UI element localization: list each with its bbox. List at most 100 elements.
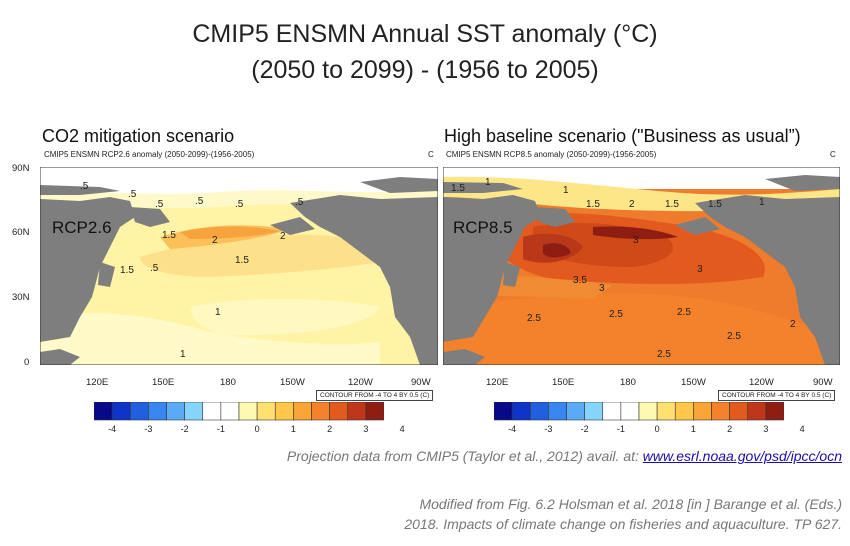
contour-label: 2 <box>790 319 796 330</box>
colorbar-swatch <box>238 402 258 421</box>
colorbar-swatch <box>94 402 113 421</box>
colorbar-tick-label: -4 <box>108 424 117 434</box>
colorbar-tick-label: 1 <box>290 424 296 434</box>
x-tick: 90W <box>813 377 833 388</box>
colorbar-tick-label: 4 <box>399 424 405 434</box>
x-tick: 150E <box>552 377 575 388</box>
y-tick: 0 <box>24 357 30 368</box>
colorbar-swatch <box>166 402 185 421</box>
colorbar-swatch <box>620 402 640 421</box>
colorbar-tick-label: 3 <box>763 424 769 434</box>
colorbar-swatch <box>347 402 367 421</box>
contour-label: .5 <box>155 199 164 210</box>
contour-label: 1 <box>485 177 491 188</box>
colorbar-tick-label: 2 <box>327 424 333 434</box>
x-tick: 180 <box>220 377 236 388</box>
y-tick: 60N <box>12 227 30 238</box>
contour-label: 1 <box>759 197 765 208</box>
colorbar-swatch <box>548 402 567 421</box>
colorbar-tick-label: 0 <box>254 424 260 434</box>
right-panel-heading: High baseline scenario ("Business as usu… <box>444 126 801 146</box>
contour-label: 3 <box>697 264 703 275</box>
left-scenario-label: RCP2.6 <box>52 218 112 237</box>
left-panel-subtitle: CMIP5 ENSMN RCP2.6 anomaly (2050-2099)-(… <box>44 150 255 159</box>
contour-label: 1.5 <box>586 199 600 210</box>
colorbar-swatch <box>566 402 585 421</box>
colorbar-tick-label: -3 <box>144 424 153 434</box>
contour-label: 1.5 <box>451 183 465 194</box>
contour-label: 2 <box>212 235 218 246</box>
colorbar-swatch <box>638 402 658 421</box>
colorbar-swatch <box>274 402 294 421</box>
x-tick: 90W <box>411 377 431 388</box>
colorbar-swatch <box>293 402 312 421</box>
contour-label: .5 <box>80 181 89 192</box>
colorbar-swatch <box>765 402 784 421</box>
colorbar-swatch <box>184 402 204 421</box>
contour-label: 2.5 <box>527 313 541 324</box>
y-tick: 30N <box>12 292 30 303</box>
contour-label: 2 <box>280 231 286 242</box>
x-tick: 180 <box>620 377 636 388</box>
x-tick: 150W <box>280 377 305 388</box>
colorbar-swatch <box>711 402 730 421</box>
contour-label: 1.5 <box>708 199 722 210</box>
colorbar-tick-label: -4 <box>508 424 517 434</box>
colorbar-swatch <box>602 402 622 421</box>
contour-label: 3 <box>599 283 605 294</box>
contour-label: .5 <box>150 263 159 274</box>
colorbar-swatch <box>129 402 149 421</box>
contour-label: 1.5 <box>120 265 134 276</box>
right-scenario-label: RCP8.5 <box>453 218 513 237</box>
colorbar-swatch <box>584 402 604 421</box>
colorbar-tick-label: -2 <box>580 424 589 434</box>
x-tick: 120E <box>486 377 509 388</box>
contour-label: 3.5 <box>573 275 587 286</box>
colorbar-tick-label: 2 <box>727 424 733 434</box>
colorbar-tick-label: -3 <box>544 424 553 434</box>
right-colorbar <box>494 402 784 421</box>
left-panel-unit: C <box>428 150 434 159</box>
colorbar-swatch <box>747 402 767 421</box>
colorbar-swatch <box>148 402 167 421</box>
contour-label: 1 <box>563 185 569 196</box>
projection-credit: Projection data from CMIP5 (Taylor et al… <box>287 448 842 464</box>
colorbar-swatch <box>511 402 531 421</box>
x-tick: 120W <box>348 377 373 388</box>
contour-label: 1.5 <box>235 255 249 266</box>
x-tick: 150W <box>681 377 706 388</box>
left-colorbar <box>94 402 384 421</box>
contour-label: 1.5 <box>665 199 679 210</box>
colorbar-tick-label: -1 <box>616 424 625 434</box>
colorbar-swatch <box>494 402 513 421</box>
esrl-link[interactable]: www.esrl.noaa.gov/psd/ipcc/ocn <box>642 448 842 464</box>
contour-label: 2.5 <box>677 307 691 318</box>
contour-label: 1 <box>180 349 186 360</box>
colorbar-tick-label: 0 <box>654 424 660 434</box>
colorbar-swatch <box>311 402 330 421</box>
colorbar-swatch <box>693 402 712 421</box>
colorbar-swatch <box>529 402 549 421</box>
modified-credit-line1: Modified from Fig. 6.2 Holsman et al. 20… <box>419 496 842 512</box>
colorbar-swatch <box>111 402 131 421</box>
contour-label: 1.5 <box>162 230 176 241</box>
x-tick: 120E <box>86 377 109 388</box>
figure-title-line2: (2050 to 2099) - (1956 to 2005) <box>251 56 599 84</box>
right-contour-note: CONTOUR FROM -4 TO 4 BY 0.5 (C) <box>718 390 836 401</box>
colorbar-swatch <box>202 402 222 421</box>
figure-title-line1: CMIP5 ENSMN Annual SST anomaly (°C) <box>192 20 658 48</box>
contour-label: 3 <box>633 235 639 246</box>
right-panel-unit: C <box>830 150 836 159</box>
contour-label: 2.5 <box>609 309 623 320</box>
modified-credit-line2: 2018. Impacts of climate change on fishe… <box>404 516 842 532</box>
left-panel-heading: CO2 mitigation scenario <box>42 126 235 146</box>
left-map: .5 .5 .5 .5 .5 .5 1.5 2 2 1.5 1.5 .5 1 1… <box>40 167 438 365</box>
right-panel-subtitle: CMIP5 ENSMN RCP8.5 anomaly (2050-2099)-(… <box>446 150 657 159</box>
colorbar-tick-label: 3 <box>363 424 369 434</box>
colorbar-swatch <box>220 402 240 421</box>
projection-credit-text: Projection data from CMIP5 (Taylor et al… <box>286 448 643 464</box>
x-tick: 150E <box>152 377 175 388</box>
colorbar-tick-label: -2 <box>180 424 189 434</box>
contour-label: .5 <box>128 189 137 200</box>
y-tick: 90N <box>12 163 30 174</box>
